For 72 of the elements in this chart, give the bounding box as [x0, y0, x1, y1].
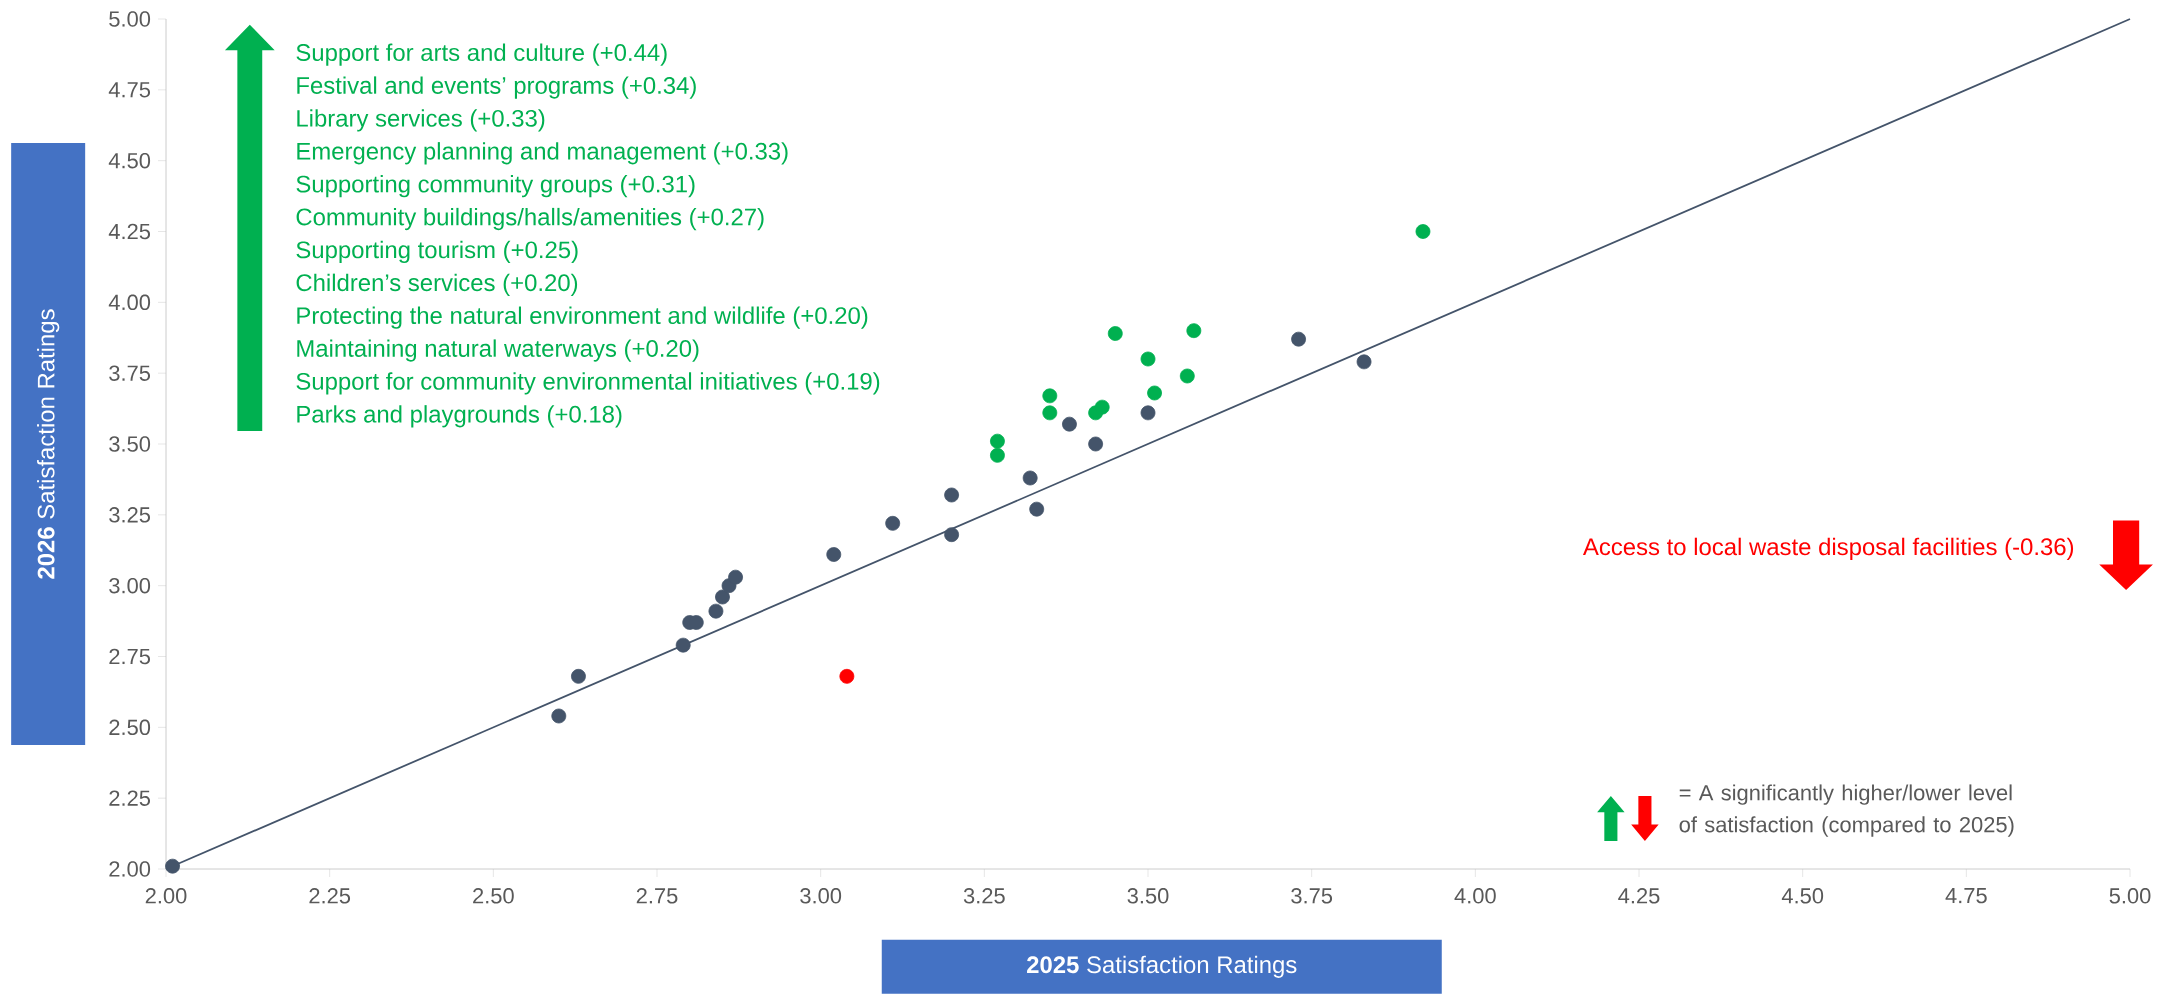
annotation: Children’s services (+0.20)	[296, 273, 578, 296]
annotation: Supporting community groups (+0.31)	[296, 175, 695, 198]
x-tick-label: 2.50	[473, 888, 514, 904]
x-tick-label: 2.75	[636, 888, 678, 904]
point	[1356, 354, 1372, 370]
point	[728, 569, 743, 585]
annotation: Support for community environmental initiatives (+0.19)	[296, 372, 880, 395]
y-tick-label: 3.00	[109, 577, 151, 594]
point	[839, 668, 855, 684]
y-tick-label: 4.50	[108, 152, 151, 169]
y-tick-label: 4.25	[108, 223, 151, 240]
y-tick-label: 3.50	[109, 436, 151, 452]
point	[1186, 323, 1202, 339]
point	[1107, 326, 1123, 341]
point	[990, 433, 1005, 449]
annotation: Community buildings/halls/amenities (+0.27)	[296, 207, 764, 231]
point	[1291, 331, 1306, 347]
point	[885, 515, 901, 531]
annotation: Support for arts and culture (+0.44)	[296, 43, 667, 66]
x-tick-label: 4.50	[1781, 888, 1824, 904]
x-tick-label: 2.25	[309, 888, 351, 904]
point	[1029, 501, 1045, 517]
point	[1042, 405, 1058, 421]
point	[990, 447, 1005, 463]
y-tick-label: 4.00	[108, 294, 151, 311]
point	[826, 547, 842, 562]
point	[1415, 224, 1431, 239]
point	[944, 527, 960, 543]
y-tick-label: 3.75	[109, 365, 151, 381]
annotation: Access to local waste disposal facilities (-0.36)	[1582, 537, 2074, 560]
annotation: Emergency planning and management (+0.33)	[297, 142, 788, 165]
annotation: Library services (+0.33)	[297, 109, 545, 132]
x-tick-label: 3.00	[800, 888, 842, 904]
x-tick-label: 4.75	[1945, 888, 1987, 904]
annotation: Supporting tourism (+0.25)	[296, 240, 578, 264]
y-tick-label: 2.25	[109, 790, 151, 806]
point	[708, 603, 724, 619]
point	[675, 637, 691, 653]
annotation: Parks and playgrounds (+0.18)	[297, 405, 622, 428]
point	[1022, 470, 1038, 486]
x-tick-label: 4.25	[1618, 888, 1660, 904]
point	[1140, 405, 1156, 421]
annotation: Festival and events’ programs (+0.34)	[297, 76, 696, 99]
x-tick-label: 2.00	[145, 888, 187, 904]
x-tick-label: 5.00	[2109, 888, 2151, 904]
point	[551, 708, 567, 724]
point	[165, 858, 180, 874]
x-tick-label: 3.75	[1291, 888, 1333, 904]
y-tick-label: 2.75	[109, 648, 151, 665]
x-tick-label: 3.50	[1127, 888, 1169, 904]
y-tick-label: 4.75	[108, 82, 151, 98]
x-tick-label: 4.00	[1454, 888, 1496, 904]
point	[1088, 436, 1104, 452]
y-axis-title: 2026 Satisfaction Ratings	[37, 309, 60, 579]
point	[1042, 388, 1058, 404]
annotation: = A significantly higher/lower level of satisfaction (compared to 2025)	[1679, 784, 2014, 837]
y-tick-label: 2.50	[109, 719, 151, 736]
y-tick-label: 3.25	[109, 507, 151, 523]
point	[944, 487, 960, 503]
point	[1179, 368, 1195, 384]
annotation: Protecting the natural environment and wildlife (+0.20)	[297, 306, 868, 329]
x-tick-label: 3.25	[963, 888, 1005, 904]
y-tick-label: 2.00	[109, 861, 151, 877]
point	[571, 668, 586, 684]
point	[1094, 399, 1110, 415]
point	[715, 589, 730, 605]
y-tick-label: 5.00	[109, 11, 151, 27]
point	[1140, 351, 1156, 367]
point	[1147, 385, 1162, 401]
annotation: Maintaining natural waterways (+0.20)	[297, 339, 699, 362]
point	[1062, 416, 1077, 432]
x-axis-title: 2025 Satisfaction Ratings	[1027, 955, 1297, 978]
